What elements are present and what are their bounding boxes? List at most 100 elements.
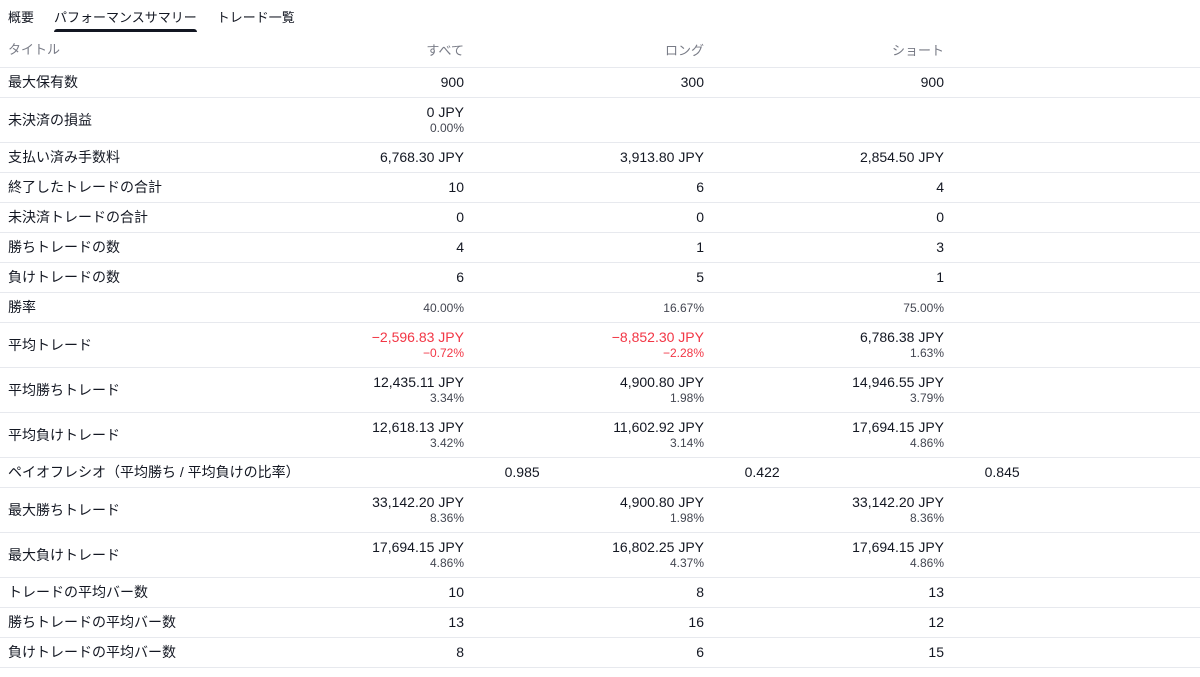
cell-percent: 4.86% — [429, 556, 464, 570]
cell-value: 10 — [448, 179, 464, 195]
cell-long: 16,802.25 JPY 4.37% — [464, 539, 704, 571]
header-all: すべて — [426, 43, 464, 58]
cell-all: 4 — [224, 239, 464, 256]
cell-short: 17,694.15 JPY 4.86% — [704, 419, 944, 451]
cell-value: 3,913.80 JPY — [619, 149, 704, 165]
cell-value: 0 JPY — [426, 104, 464, 120]
cell-short: 75.00% — [704, 300, 944, 316]
cell-all: 40.00% — [224, 300, 464, 316]
cell-percent: 3.34% — [429, 391, 464, 405]
table-row: 終了したトレードの合計 10 6 4 — [0, 173, 1200, 203]
cell-value: 6 — [696, 179, 704, 195]
summary-table-body: 最大保有数 900 300 900 未決済の損益 0 JPY 0.00% 支払い済み手数料 6,… — [0, 68, 1200, 668]
cell-value: 0.985 — [504, 464, 540, 480]
cell-value: 17,694.15 JPY — [852, 539, 944, 555]
cell-value: 3 — [936, 239, 944, 255]
cell-value: 12,618.13 JPY — [372, 419, 464, 435]
cell-short: 33,142.20 JPY 8.36% — [704, 494, 944, 526]
cell-value: 900 — [920, 74, 944, 90]
table-row: 支払い済み手数料 6,768.30 JPY 3,913.80 JPY 2,854.50… — [0, 143, 1200, 173]
cell-value: 15 — [928, 644, 944, 660]
cell-percent: 3.79% — [909, 391, 944, 405]
cell-all: 13 — [224, 614, 464, 631]
tab-overview[interactable]: 概要 — [8, 9, 35, 25]
cell-long: 5 — [464, 269, 704, 286]
cell-all: −2,596.83 JPY −0.72% — [224, 329, 464, 361]
cell-short: 2,854.50 JPY — [704, 149, 944, 166]
cell-value: 1 — [936, 269, 944, 285]
cell-value: 6,768.30 JPY — [379, 149, 464, 165]
row-title: 平均負けトレード — [8, 426, 120, 443]
cell-value: 40.00% — [423, 300, 464, 315]
table-row: 負けトレードの平均バー数 8 6 15 — [0, 638, 1200, 668]
table-row: ペイオフレシオ（平均勝ち / 平均負けの比率） 0.985 0.422 0.845 — [0, 458, 1200, 488]
header-long: ロング — [664, 43, 704, 58]
cell-long: 8 — [464, 584, 704, 601]
tab-performance-summary[interactable]: パフォーマンスサマリー — [54, 0, 197, 32]
header-short: ショート — [891, 43, 944, 58]
cell-all: 17,694.15 JPY 4.86% — [224, 539, 464, 571]
cell-percent: 3.42% — [429, 436, 464, 450]
row-title: 平均勝ちトレード — [8, 381, 120, 398]
cell-short: 17,694.15 JPY 4.86% — [704, 539, 944, 571]
row-title: 未決済トレードの合計 — [8, 209, 148, 225]
cell-value: 4,900.80 JPY — [619, 374, 704, 390]
cell-short: 1 — [704, 269, 944, 286]
cell-value: 12 — [928, 614, 944, 630]
cell-short: 12 — [704, 614, 944, 631]
cell-value: 0 — [936, 209, 944, 225]
cell-all: 12,618.13 JPY 3.42% — [224, 419, 464, 451]
cell-short: 3 — [704, 239, 944, 256]
cell-long: 1 — [464, 239, 704, 256]
cell-value: 17,694.15 JPY — [372, 539, 464, 555]
table-row: 平均勝ちトレード 12,435.11 JPY 3.34% 4,900.80 JPY 1.… — [0, 368, 1200, 413]
cell-value: 33,142.20 JPY — [852, 494, 944, 510]
cell-all: 0.985 — [300, 464, 540, 481]
cell-value: −8,852.30 JPY — [611, 329, 704, 345]
cell-value: 0 — [696, 209, 704, 225]
cell-percent: 1.98% — [669, 511, 704, 525]
cell-value: 6 — [696, 644, 704, 660]
table-row: 最大負けトレード 17,694.15 JPY 4.86% 16,802.25 JPY 4… — [0, 533, 1200, 578]
table-row: 未決済トレードの合計 0 0 0 — [0, 203, 1200, 233]
cell-long: 6 — [464, 644, 704, 661]
table-row: 平均負けトレード 12,618.13 JPY 3.42% 11,602.92 JPY 3… — [0, 413, 1200, 458]
cell-value: 12,435.11 JPY — [373, 374, 464, 390]
cell-long: 0.422 — [540, 464, 780, 481]
cell-all: 6,768.30 JPY — [224, 149, 464, 166]
cell-short: 15 — [704, 644, 944, 661]
cell-value: 13 — [448, 614, 464, 630]
cell-value: 13 — [928, 584, 944, 600]
cell-short: 13 — [704, 584, 944, 601]
cell-all: 6 — [224, 269, 464, 286]
cell-percent: −0.72% — [422, 346, 464, 360]
row-title: 最大保有数 — [8, 74, 78, 90]
cell-value: 0.422 — [744, 464, 780, 480]
table-row: 負けトレードの数 6 5 1 — [0, 263, 1200, 293]
cell-value: 17,694.15 JPY — [852, 419, 944, 435]
cell-short: 0 — [704, 209, 944, 226]
cell-all: 8 — [224, 644, 464, 661]
cell-percent: −2.28% — [662, 346, 704, 360]
cell-value: 0 — [456, 209, 464, 225]
cell-value: 16,802.25 JPY — [612, 539, 704, 555]
table-row: 最大勝ちトレード 33,142.20 JPY 8.36% 4,900.80 JPY 1.… — [0, 488, 1200, 533]
cell-percent: 8.36% — [429, 511, 464, 525]
row-title: 勝率 — [8, 299, 36, 315]
table-row: 勝率 40.00% 16.67% 75.00% — [0, 293, 1200, 323]
report-tabs: 概要 パフォーマンスサマリー トレード一覧 — [0, 0, 1200, 32]
table-row: 勝ちトレードの平均バー数 13 16 12 — [0, 608, 1200, 638]
cell-value: 6,786.38 JPY — [859, 329, 944, 345]
row-title: 最大負けトレード — [8, 546, 120, 563]
cell-all: 12,435.11 JPY 3.34% — [224, 374, 464, 406]
tab-trades-list[interactable]: トレード一覧 — [216, 9, 295, 25]
cell-percent: 4.86% — [909, 436, 944, 450]
table-row: トレードの平均バー数 10 8 13 — [0, 578, 1200, 608]
row-title: 最大勝ちトレード — [8, 501, 120, 518]
cell-value: 11,602.92 JPY — [613, 419, 704, 435]
cell-long: 16.67% — [464, 300, 704, 316]
table-row: 未決済の損益 0 JPY 0.00% — [0, 98, 1200, 143]
cell-value: 75.00% — [903, 300, 944, 315]
cell-percent: 4.37% — [669, 556, 704, 570]
